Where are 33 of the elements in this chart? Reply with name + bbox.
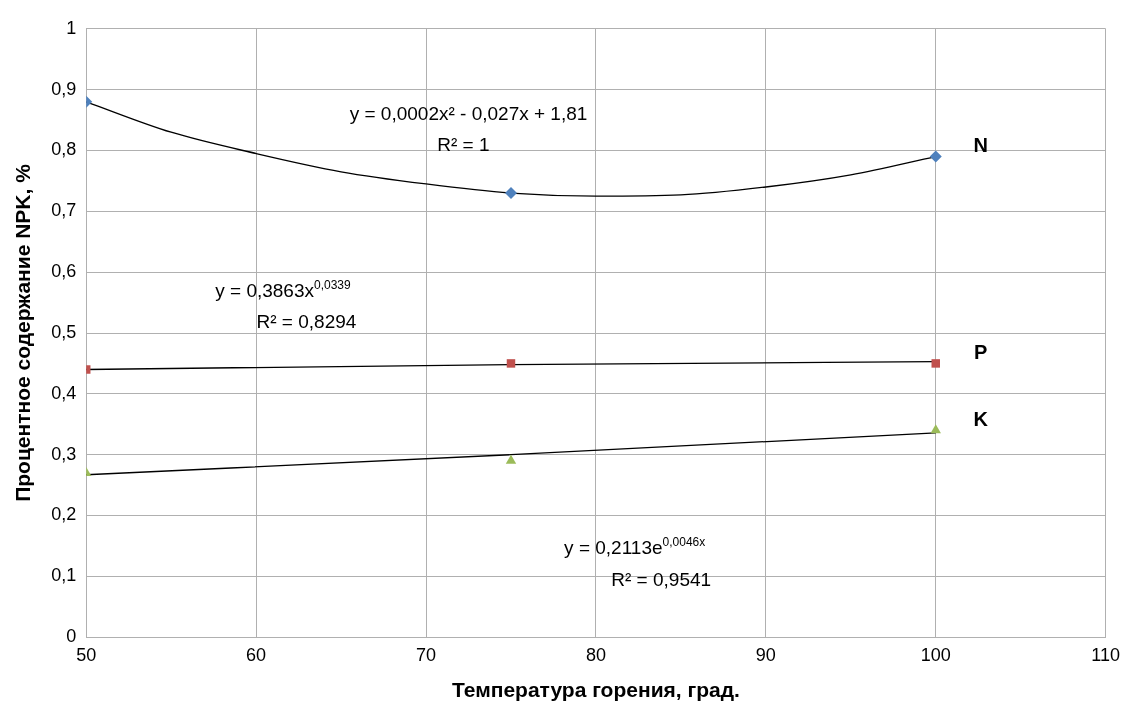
y-axis-title: Процентное содержание NPK, % xyxy=(11,163,35,502)
x-tick-label: 80 xyxy=(585,644,606,665)
y-tick-label: 0,1 xyxy=(51,565,77,586)
point xyxy=(504,187,517,200)
x-axis-title: Температура горения, град. xyxy=(451,678,740,702)
point xyxy=(506,359,516,368)
x-tick-label: 60 xyxy=(246,644,267,665)
annotation: R² = 1 xyxy=(437,133,490,155)
y-tick-label: 0,6 xyxy=(51,261,77,282)
y-tick-label: 0 xyxy=(66,626,77,647)
y-tick-label: 0,2 xyxy=(51,504,77,525)
x-tick-label: 70 xyxy=(416,644,437,665)
y-tick-label: 0,3 xyxy=(51,443,77,464)
y-tick-label: 0,9 xyxy=(51,78,77,99)
series-label: P xyxy=(974,340,988,363)
annotation: y = 0,0002x² - 0,027x + 1,81 xyxy=(349,103,588,125)
point xyxy=(930,424,941,434)
y-tick-label: 0,4 xyxy=(51,382,77,403)
x-tick-label: 50 xyxy=(76,644,97,665)
series-label: N xyxy=(973,134,988,157)
point xyxy=(929,150,942,163)
y-tick-label: 0,7 xyxy=(51,200,77,221)
x-tick-label: 110 xyxy=(1091,644,1120,665)
y-tick-label: 0,8 xyxy=(51,139,77,160)
y-tick-label: 0,5 xyxy=(51,321,77,342)
y-tick-label: 1 xyxy=(66,17,77,38)
annotation: R² = 0,8294 xyxy=(256,310,357,332)
point xyxy=(505,454,517,464)
x-tick-label: 90 xyxy=(755,644,776,665)
series-label: K xyxy=(973,407,989,430)
x-tick-label: 100 xyxy=(920,644,951,665)
annotation: R² = 0,9541 xyxy=(611,569,712,591)
point xyxy=(931,359,940,368)
